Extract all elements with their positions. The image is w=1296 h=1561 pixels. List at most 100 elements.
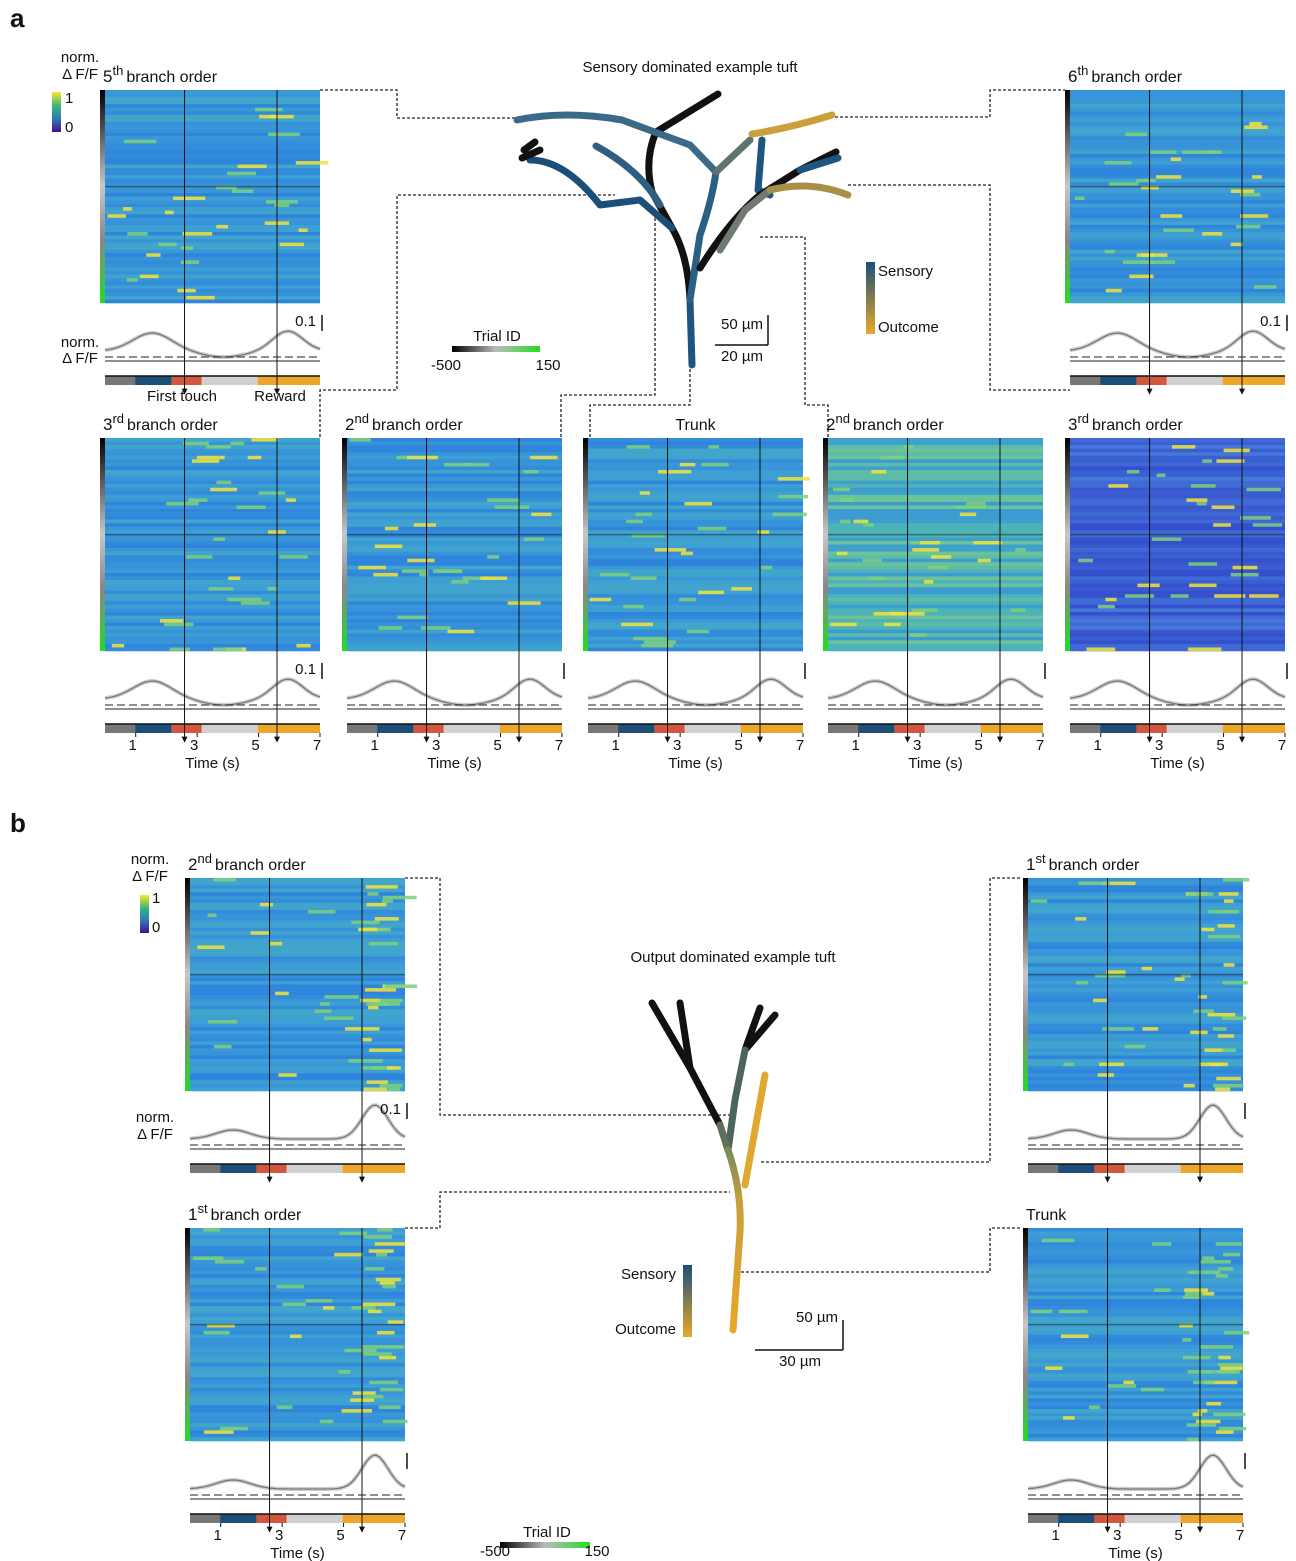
heatmap-row <box>828 491 1043 496</box>
heatmap-streak <box>367 892 379 896</box>
heatmap-streak <box>880 455 905 460</box>
heatmap-row <box>190 1245 405 1250</box>
heatmap-row <box>1070 565 1285 570</box>
heatmap-row <box>828 594 1043 599</box>
heatmap-row <box>1070 569 1285 574</box>
heatmap-streak <box>1187 1370 1211 1374</box>
heatmap-row <box>347 608 562 613</box>
heatmap-streak <box>255 1267 267 1271</box>
heatmap-streak <box>382 1284 397 1289</box>
heatmap-streak <box>387 1320 404 1324</box>
heatmap-row <box>105 104 320 109</box>
branch-order: 5 <box>103 67 112 86</box>
heatmap-row <box>828 576 1043 581</box>
heatmap-streak <box>1218 1034 1235 1038</box>
heatmap-row <box>105 611 320 616</box>
heatmap-streak <box>507 601 541 605</box>
heatmap-row <box>1028 1309 1243 1314</box>
heatmap-row <box>1028 949 1243 953</box>
heatmap-row <box>1028 1380 1243 1385</box>
heatmap-row <box>1028 1055 1243 1060</box>
heatmap-row <box>588 640 803 645</box>
heatmap-streak <box>1202 232 1223 236</box>
heatmap-streak <box>193 1256 224 1260</box>
heatmap-row <box>190 1377 405 1381</box>
branch-order: 2 <box>826 415 835 434</box>
heatmap-row <box>1028 878 1243 882</box>
heatmap-row <box>588 643 803 648</box>
trial-bar <box>452 346 540 352</box>
heatmap-row <box>347 533 562 538</box>
order-suffix: th <box>112 63 123 78</box>
heatmap-streak <box>251 438 279 442</box>
heatmap-row <box>190 1242 405 1247</box>
heatmap-streak <box>1249 594 1279 598</box>
heatmap-row <box>347 555 562 559</box>
x-tick-label: 5 <box>974 737 982 754</box>
heatmap-row <box>347 626 562 630</box>
heatmap-row <box>1028 1281 1243 1286</box>
heatmap-streak <box>1182 150 1217 154</box>
heatmap-streak <box>378 626 403 630</box>
heatmap-row <box>190 1362 405 1367</box>
trial-bar <box>823 438 828 651</box>
heatmap-streak <box>319 1419 334 1424</box>
heatmap-row <box>347 526 562 531</box>
heatmap-row <box>190 1355 405 1360</box>
heatmap-streak <box>1215 1242 1243 1246</box>
heatmap-streak <box>1213 523 1231 527</box>
heatmap-streak <box>230 441 244 446</box>
heatmap-row <box>1070 93 1285 98</box>
heatmap-row <box>105 136 320 140</box>
heatmap-streak <box>1075 917 1087 921</box>
heatmap-row <box>190 966 405 971</box>
heatmap-row <box>588 452 803 457</box>
event-segment <box>1028 1164 1059 1173</box>
heatmap-row <box>828 509 1043 513</box>
trace <box>104 678 321 706</box>
heatmap-row <box>105 271 320 275</box>
heatmap-row <box>347 594 562 599</box>
heatmap-row <box>105 168 320 172</box>
event-segment <box>190 1164 221 1173</box>
heatmap-streak <box>1097 604 1115 609</box>
heatmap-streak <box>203 1330 230 1335</box>
legend-top: Sensory <box>621 1266 677 1283</box>
event-segment <box>1180 1514 1243 1523</box>
heatmap-row <box>828 551 1043 556</box>
heatmap-row <box>1028 1362 1243 1367</box>
cbar-max: 1 <box>65 90 73 107</box>
heatmap-streak <box>188 498 208 502</box>
heatmap-streak <box>360 998 381 1003</box>
heatmap-streak <box>868 576 886 580</box>
event-segment <box>1222 376 1285 385</box>
heatmap-row <box>190 1306 405 1310</box>
heatmap-row <box>1028 1288 1243 1293</box>
order-suffix: nd <box>835 411 849 426</box>
heatmap-row <box>828 587 1043 591</box>
heatmap-streak <box>111 643 125 648</box>
heatmap-streak <box>213 647 243 651</box>
heatmap-streak <box>1202 1291 1215 1296</box>
heatmap-streak <box>274 203 290 208</box>
cbar-title: Δ F/F <box>62 66 98 83</box>
heatmap-streak <box>279 555 308 559</box>
heatmap-row <box>588 487 803 492</box>
x-axis-title: Time (s) <box>1108 1545 1162 1561</box>
heatmap-row <box>1070 232 1285 236</box>
heatmap-row <box>1028 952 1243 957</box>
heatmap-streak <box>1182 1295 1202 1299</box>
heatmap-streak <box>1208 934 1241 939</box>
heatmap-row <box>1028 1306 1243 1310</box>
heatmap-row <box>1070 526 1285 531</box>
heatmap-streak <box>1015 548 1026 552</box>
x-tick-label: 1 <box>1094 737 1102 754</box>
heatmap-streak <box>1151 537 1182 541</box>
heatmap-row <box>1070 643 1285 648</box>
heatmap-streak <box>124 139 157 144</box>
heatmap-streak <box>1218 1370 1238 1374</box>
heatmap-row <box>105 526 320 531</box>
heatmap-row <box>1070 153 1285 158</box>
heatmap-row <box>588 494 803 499</box>
heatmap-streak <box>180 260 200 264</box>
